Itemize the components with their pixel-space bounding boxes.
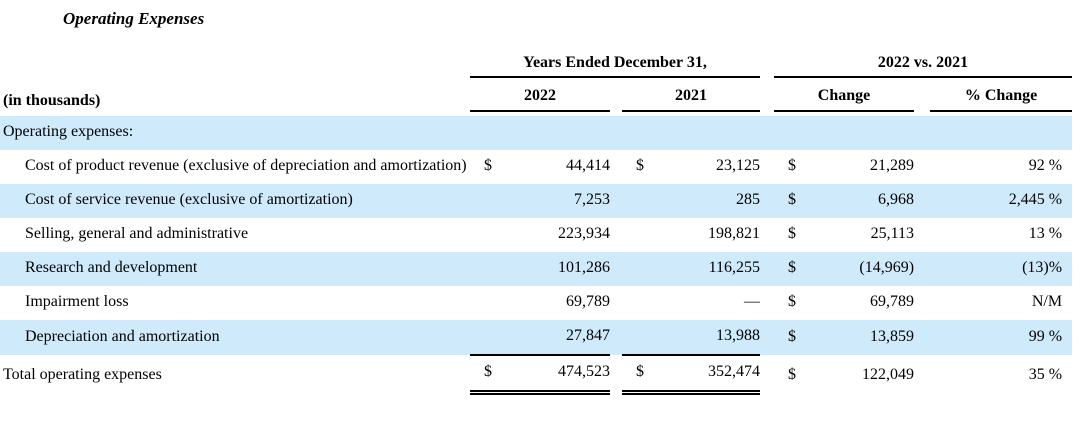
- table-row: Depreciation and amortization 27,847 13,…: [0, 320, 1073, 356]
- group-header-row: Years Ended December 31, 2022 vs. 2021: [0, 49, 1073, 78]
- value-change: 21,289: [870, 157, 915, 174]
- value-change: 6,968: [802, 184, 915, 218]
- table-row: Cost of service revenue (exclusive of am…: [0, 184, 1073, 218]
- row-label: Research and development: [0, 252, 470, 286]
- value-2021: —: [744, 293, 761, 310]
- col-header-2022: 2022: [470, 77, 610, 112]
- dollar-sign-2022: $: [470, 355, 498, 395]
- table-row: Impairment loss 69,789 — $ 69,789 N/M: [0, 286, 1072, 320]
- dollar-sign-2021: [622, 184, 650, 218]
- value-pct-change: 13 %: [1028, 225, 1063, 242]
- dollar-sign-2022: [470, 320, 498, 356]
- row-label: Impairment loss: [25, 293, 129, 310]
- value-2021: 116,255: [650, 252, 761, 286]
- value-change: 122,049: [862, 365, 915, 383]
- group-header-spacer: [0, 49, 470, 77]
- row-label: Cost of product revenue (exclusive of de…: [25, 157, 467, 174]
- column-header-row: (in thousands) 2022 2021 Change % Change: [0, 77, 1073, 112]
- row-label: Operating expenses:: [0, 116, 1073, 150]
- table-row: Research and development 101,286 116,255…: [0, 252, 1073, 286]
- value-2022: 101,286: [498, 252, 610, 286]
- value-2022: 44,414: [566, 157, 610, 174]
- value-2021: 352,474: [650, 355, 761, 395]
- dollar-sign-2021: [622, 320, 650, 356]
- value-2022: 27,847: [498, 320, 610, 356]
- dollar-sign-2021: [622, 218, 650, 252]
- dollar-sign-2022: [470, 218, 498, 252]
- dollar-sign-2022: [470, 184, 498, 218]
- value-pct-change: 2,445 %: [930, 184, 1073, 218]
- dollar-sign-change: $: [788, 225, 797, 242]
- value-2022: 474,523: [498, 355, 610, 395]
- value-2022: 7,253: [498, 184, 610, 218]
- value-pct-change: N/M: [1031, 293, 1063, 310]
- value-pct-change: 35 %: [1028, 365, 1063, 383]
- value-2022: 223,934: [558, 225, 610, 242]
- col-group-2022-vs-2021: 2022 vs. 2021: [774, 49, 1073, 78]
- value-2021: 23,125: [716, 157, 761, 174]
- dollar-sign-2022: $: [484, 157, 492, 174]
- row-label: Total operating expenses: [3, 365, 162, 383]
- table-row-total: Total operating expenses $ 474,523 $ 352…: [0, 355, 1072, 395]
- dollar-sign-2021: [622, 286, 650, 320]
- col-header-pct-change: % Change: [930, 77, 1073, 112]
- row-label: Selling, general and administrative: [25, 225, 249, 242]
- table-row: Cost of product revenue (exclusive of de…: [0, 150, 1072, 184]
- dollar-sign-2021: [622, 252, 650, 286]
- value-2021: 285: [650, 184, 761, 218]
- dollar-sign-2021: $: [622, 355, 650, 395]
- operating-expenses-table: Years Ended December 31, 2022 vs. 2021 (…: [0, 49, 1073, 395]
- dollar-sign-change: $: [774, 320, 803, 355]
- value-change: 69,789: [870, 293, 915, 310]
- group-gap: [760, 49, 774, 77]
- page-title: Operating Expenses: [63, 9, 205, 28]
- row-label: Depreciation and amortization: [0, 320, 470, 355]
- dollar-sign-2021: $: [636, 157, 644, 174]
- col-group-years-ended: Years Ended December 31,: [470, 49, 761, 78]
- dollar-sign-change: $: [774, 184, 803, 218]
- dollar-sign-2022: [470, 252, 498, 286]
- row-label: Cost of service revenue (exclusive of am…: [0, 184, 470, 218]
- table-row: Selling, general and administrative 223,…: [0, 218, 1072, 252]
- value-2021: 13,988: [650, 320, 761, 356]
- dollar-sign-change: $: [788, 365, 797, 383]
- dollar-sign-change: $: [788, 157, 797, 174]
- dollar-sign-change: $: [774, 252, 803, 286]
- value-change: (14,969): [802, 252, 915, 286]
- value-pct-change: 99 %: [930, 320, 1073, 355]
- value-2022: 69,789: [566, 293, 610, 310]
- value-2021: 198,821: [708, 225, 761, 242]
- col-header-2021: 2021: [622, 77, 761, 112]
- dollar-sign-2022: [470, 286, 498, 320]
- col-header-change: Change: [774, 77, 915, 112]
- value-pct-change: (13)%: [930, 252, 1073, 286]
- corner-label: (in thousands): [3, 92, 101, 109]
- value-change: 13,859: [802, 320, 915, 355]
- value-change: 25,113: [870, 225, 915, 242]
- table-row-section: Operating expenses:: [0, 116, 1073, 150]
- dollar-sign-change: $: [788, 293, 797, 310]
- value-pct-change: 92 %: [1028, 157, 1063, 174]
